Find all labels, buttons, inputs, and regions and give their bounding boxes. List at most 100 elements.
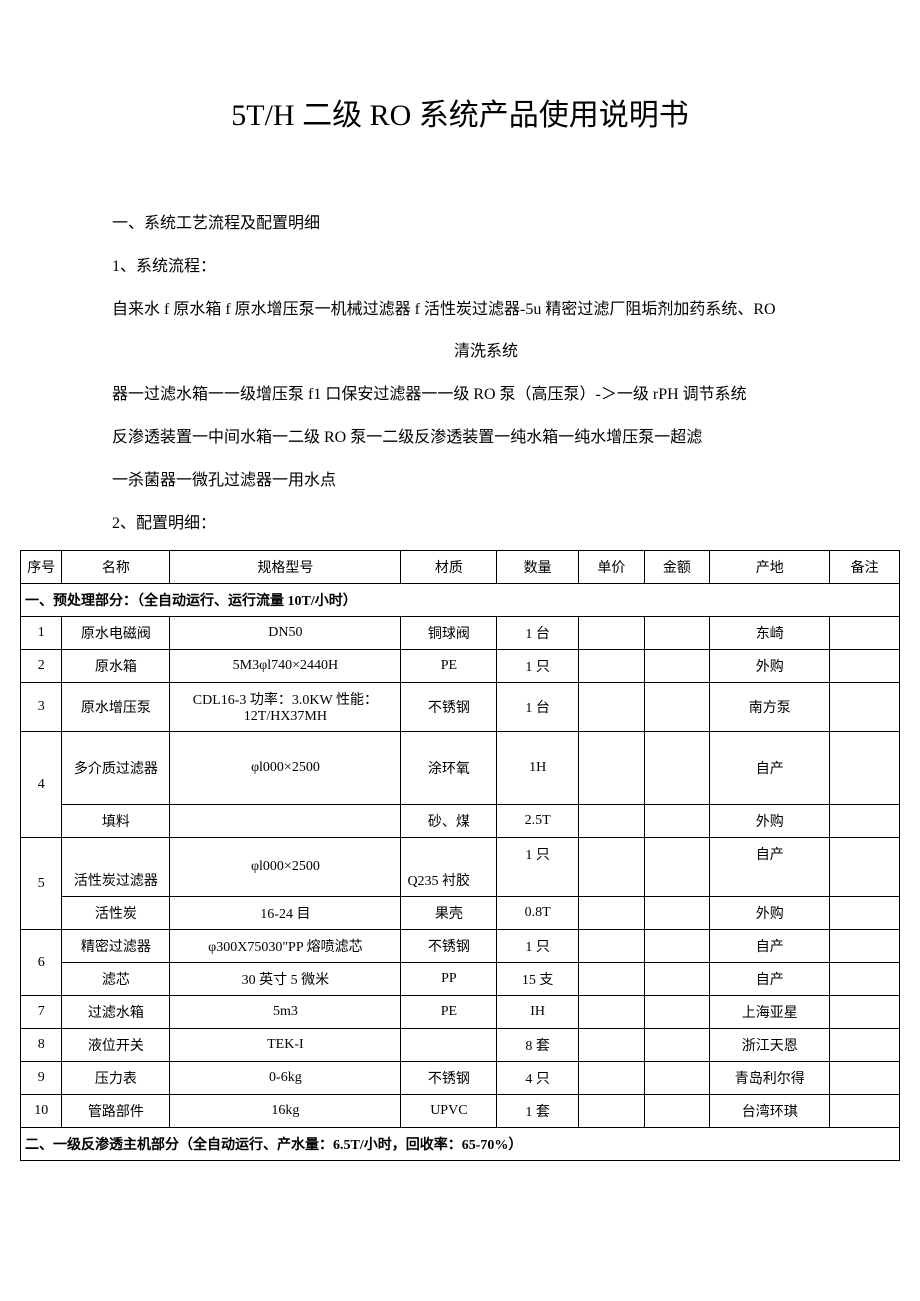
- cell-spec: DN50: [170, 617, 401, 650]
- table-header-row: 序号 名称 规格型号 材质 数量 单价 金额 产地 备注: [21, 551, 900, 584]
- flow-line: 清洗系统: [112, 334, 860, 371]
- cell-qty: 1 台: [497, 683, 579, 732]
- cell-material: [401, 1029, 497, 1062]
- cell-name: 填料: [62, 805, 170, 838]
- cell-amount: [644, 1095, 710, 1128]
- cell-name: 多介质过滤器: [62, 732, 170, 805]
- cell-amount: [644, 805, 710, 838]
- cell-amount: [644, 650, 710, 683]
- cell-price: [579, 930, 645, 963]
- cell-material: 不锈钢: [401, 683, 497, 732]
- cell-material: PP: [401, 963, 497, 996]
- cell-origin: 东崎: [710, 617, 830, 650]
- table-row: 滤芯 30 英寸 5 微米 PP 15 支 自产: [21, 963, 900, 996]
- cell-seq: 2: [21, 650, 62, 683]
- config-heading: 2、配置明细：: [112, 506, 860, 543]
- cell-note: [830, 897, 900, 930]
- cell-name: 压力表: [62, 1062, 170, 1095]
- section-heading: 一、系统工艺流程及配置明细: [112, 206, 860, 243]
- th-seq: 序号: [21, 551, 62, 584]
- table-row: 3 原水增压泵 CDL16-3 功率：3.0KW 性能：12T/HX37MH 不…: [21, 683, 900, 732]
- cell-origin: 外购: [710, 805, 830, 838]
- cell-material: UPVC: [401, 1095, 497, 1128]
- cell-spec: CDL16-3 功率：3.0KW 性能：12T/HX37MH: [170, 683, 401, 732]
- section-cell: 一、预处理部分：（全自动运行、运行流量 10T/小时）: [21, 584, 900, 617]
- cell-amount: [644, 683, 710, 732]
- cell-origin: 南方泵: [710, 683, 830, 732]
- flow-line: 自来水 f 原水箱 f 原水增压泵一机械过滤器 f 活性炭过滤器-5u 精密过滤…: [112, 292, 860, 329]
- cell-seq: 1: [21, 617, 62, 650]
- cell-amount: [644, 897, 710, 930]
- cell-spec: TEK-I: [170, 1029, 401, 1062]
- cell-price: [579, 1095, 645, 1128]
- cell-material: 不锈钢: [401, 930, 497, 963]
- table-row: 5 活性炭过滤器 φl000×2500 Q235 衬胶 1 只 自产: [21, 838, 900, 897]
- cell-price: [579, 650, 645, 683]
- cell-qty: 1 只: [497, 838, 579, 897]
- cell-note: [830, 838, 900, 897]
- cell-note: [830, 683, 900, 732]
- cell-price: [579, 1062, 645, 1095]
- cell-spec: 5m3: [170, 996, 401, 1029]
- cell-note: [830, 732, 900, 805]
- cell-origin: 自产: [710, 930, 830, 963]
- cell-amount: [644, 930, 710, 963]
- cell-spec: 0-6kg: [170, 1062, 401, 1095]
- cell-qty: 8 套: [497, 1029, 579, 1062]
- cell-note: [830, 1062, 900, 1095]
- cell-seq: 10: [21, 1095, 62, 1128]
- cell-qty: 1H: [497, 732, 579, 805]
- th-material: 材质: [401, 551, 497, 584]
- cell-note: [830, 1029, 900, 1062]
- cell-qty: 15 支: [497, 963, 579, 996]
- flow-line: 反渗透装置一中间水箱一二级 RO 泵一二级反渗透装置一纯水箱一纯水增压泵一超滤: [112, 420, 860, 457]
- cell-qty: 4 只: [497, 1062, 579, 1095]
- cell-seq: 8: [21, 1029, 62, 1062]
- cell-name: 滤芯: [62, 963, 170, 996]
- cell-name: 原水箱: [62, 650, 170, 683]
- cell-price: [579, 996, 645, 1029]
- cell-seq: 5: [21, 838, 62, 930]
- table-row: 10 管路部件 16kg UPVC 1 套 台湾环琪: [21, 1095, 900, 1128]
- table-row: 1 原水电磁阀 DN50 铜球阀 1 台 东崎: [21, 617, 900, 650]
- cell-material: PE: [401, 650, 497, 683]
- cell-qty: 1 只: [497, 650, 579, 683]
- cell-note: [830, 617, 900, 650]
- cell-origin: 自产: [710, 838, 830, 897]
- cell-price: [579, 683, 645, 732]
- table-row: 4 多介质过滤器 φl000×2500 涂环氧 1H 自产: [21, 732, 900, 805]
- section-cell: 二、一级反渗透主机部分（全自动运行、产水量：6.5T/小时，回收率：65-70%…: [21, 1128, 900, 1161]
- cell-origin: 上海亚星: [710, 996, 830, 1029]
- cell-material: Q235 衬胶: [401, 838, 497, 897]
- cell-qty: 1 只: [497, 930, 579, 963]
- cell-origin: 自产: [710, 963, 830, 996]
- th-spec: 规格型号: [170, 551, 401, 584]
- cell-spec: 30 英寸 5 微米: [170, 963, 401, 996]
- cell-name: 原水电磁阀: [62, 617, 170, 650]
- cell-qty: IH: [497, 996, 579, 1029]
- cell-qty: 1 套: [497, 1095, 579, 1128]
- cell-qty: 1 台: [497, 617, 579, 650]
- cell-price: [579, 732, 645, 805]
- th-name: 名称: [62, 551, 170, 584]
- cell-spec: 16kg: [170, 1095, 401, 1128]
- document-title: 5T/H 二级 RO 系统产品使用说明书: [20, 90, 900, 134]
- cell-qty: 2.5T: [497, 805, 579, 838]
- document-page: 5T/H 二级 RO 系统产品使用说明书 一、系统工艺流程及配置明细 1、系统流…: [0, 0, 920, 1201]
- table-row: 填料 砂、煤 2.5T 外购: [21, 805, 900, 838]
- th-price: 单价: [579, 551, 645, 584]
- cell-origin: 浙江天恩: [710, 1029, 830, 1062]
- cell-origin: 外购: [710, 650, 830, 683]
- cell-qty: 0.8T: [497, 897, 579, 930]
- cell-spec: 5M3φl740×2440H: [170, 650, 401, 683]
- cell-name: 活性炭: [62, 897, 170, 930]
- cell-seq: 4: [21, 732, 62, 838]
- table-section-row: 一、预处理部分：（全自动运行、运行流量 10T/小时）: [21, 584, 900, 617]
- cell-amount: [644, 838, 710, 897]
- cell-name: 活性炭过滤器: [62, 838, 170, 897]
- table-row: 7 过滤水箱 5m3 PE IH 上海亚星: [21, 996, 900, 1029]
- cell-material: 不锈钢: [401, 1062, 497, 1095]
- cell-name: 管路部件: [62, 1095, 170, 1128]
- cell-note: [830, 996, 900, 1029]
- cell-name: 液位开关: [62, 1029, 170, 1062]
